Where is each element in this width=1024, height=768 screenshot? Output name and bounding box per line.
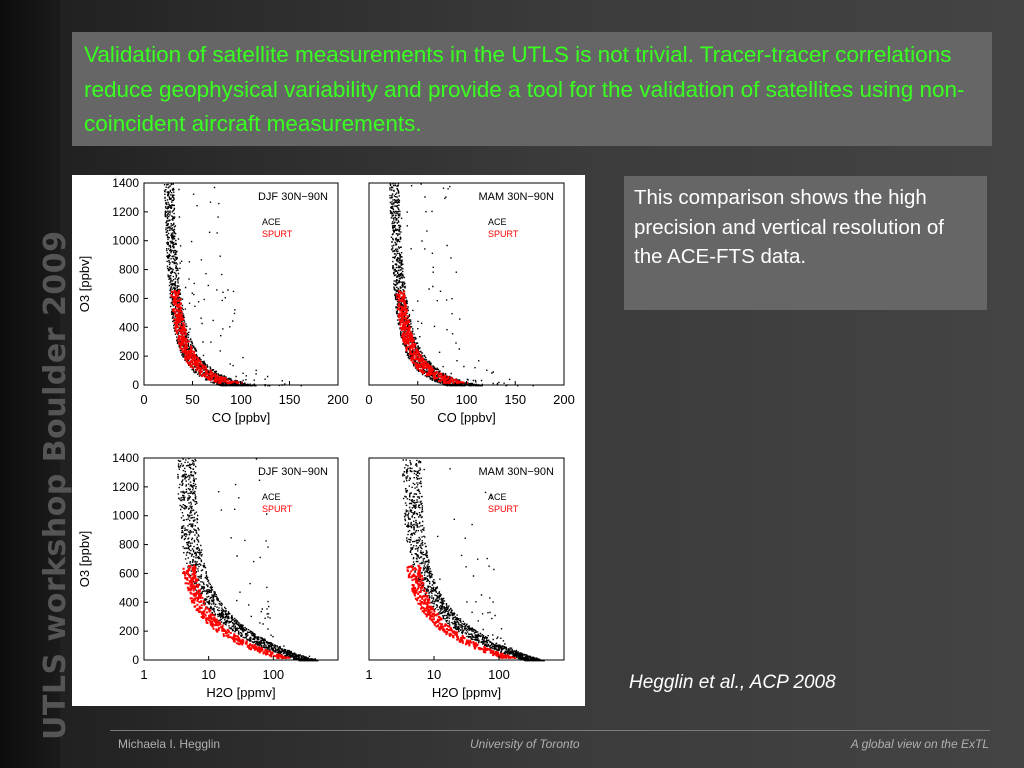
x-axis-label: H2O [ppmv] <box>206 685 275 700</box>
panel-label: MAM 30N−90N <box>478 191 554 203</box>
footer-affiliation: University of Toronto <box>470 737 580 751</box>
x-tick-label: 1 <box>140 667 147 682</box>
x-tick-label: 150 <box>504 392 526 407</box>
x-tick-label: 100 <box>262 667 284 682</box>
slide-heading: Validation of satellite measurements in … <box>72 32 992 146</box>
y-tick-label: 400 <box>119 320 139 334</box>
spurt-series-points <box>406 564 516 659</box>
citation: Hegglin et al., ACP 2008 <box>629 672 836 693</box>
y-tick-label: 200 <box>119 624 139 638</box>
legend-ace: ACE <box>488 492 507 502</box>
ace-series-points <box>402 459 545 662</box>
x-tick-label: 200 <box>553 392 575 407</box>
x-axis-label: CO [ppbv] <box>212 410 271 425</box>
x-tick-label: 150 <box>279 392 301 407</box>
y-tick-label: 600 <box>119 566 139 580</box>
legend-spurt: SPURT <box>488 229 519 239</box>
legend-spurt: SPURT <box>262 229 293 239</box>
legend-ace: ACE <box>488 217 507 227</box>
ace-series-points <box>389 183 534 387</box>
x-tick-label: 100 <box>230 392 252 407</box>
y-tick-label: 800 <box>119 538 139 552</box>
x-tick-label: 10 <box>427 667 441 682</box>
legend-ace: ACE <box>262 492 281 502</box>
y-tick-label: 1200 <box>112 480 139 494</box>
y-tick-label: 1200 <box>112 205 139 219</box>
comparison-note: This comparison shows the high precision… <box>624 176 987 310</box>
x-tick-label: 1 <box>365 667 372 682</box>
ace-series-points <box>177 458 319 662</box>
y-tick-label: 1400 <box>112 176 139 190</box>
x-tick-label: 0 <box>140 392 147 407</box>
legend-spurt: SPURT <box>488 504 519 514</box>
x-tick-label: 10 <box>201 667 215 682</box>
x-tick-label: 50 <box>185 392 199 407</box>
x-tick-label: 0 <box>365 392 372 407</box>
footer-talk-title: A global view on the ExTL <box>850 737 989 751</box>
footer-author: Michaela I. Hegglin <box>118 737 221 751</box>
sidebar: UTLS workshop Boulder 2009 <box>0 0 73 768</box>
legend-ace: ACE <box>262 217 281 227</box>
sidebar-title: UTLS workshop Boulder 2009 <box>38 230 73 740</box>
spurt-series-points <box>395 290 468 384</box>
plot-frame <box>143 457 339 661</box>
y-axis-label: O3 [ppbv] <box>77 531 92 587</box>
x-axis-label: H2O [ppmv] <box>432 685 501 700</box>
plot-frame <box>368 457 565 661</box>
y-tick-label: 800 <box>119 263 139 277</box>
y-tick-label: 600 <box>119 291 139 305</box>
x-tick-label: 100 <box>456 392 478 407</box>
footer-divider <box>110 730 990 731</box>
x-tick-label: 200 <box>327 392 349 407</box>
x-tick-label: 50 <box>411 392 425 407</box>
y-tick-label: 1000 <box>112 234 139 248</box>
panel-label: DJF 30N−90N <box>258 466 328 478</box>
ace-series-points <box>163 183 302 387</box>
y-tick-label: 200 <box>119 349 139 363</box>
spurt-series-points <box>170 289 243 385</box>
x-tick-label: 100 <box>488 667 510 682</box>
panel-label: DJF 30N−90N <box>258 191 328 203</box>
y-tick-label: 0 <box>132 378 139 392</box>
y-axis-label: O3 [ppbv] <box>77 256 92 312</box>
y-tick-label: 0 <box>132 653 139 667</box>
y-tick-label: 1400 <box>112 451 139 465</box>
y-tick-label: 1000 <box>112 509 139 523</box>
panel-label: MAM 30N−90N <box>478 466 554 478</box>
x-axis-label: CO [ppbv] <box>437 410 496 425</box>
scatter-figure: 0 200 400 600 800 1000 1200 1400 0 50 100 150 200 CO … <box>72 175 585 706</box>
legend-spurt: SPURT <box>262 504 293 514</box>
y-tick-label: 400 <box>119 595 139 609</box>
spurt-series-points <box>182 564 291 660</box>
